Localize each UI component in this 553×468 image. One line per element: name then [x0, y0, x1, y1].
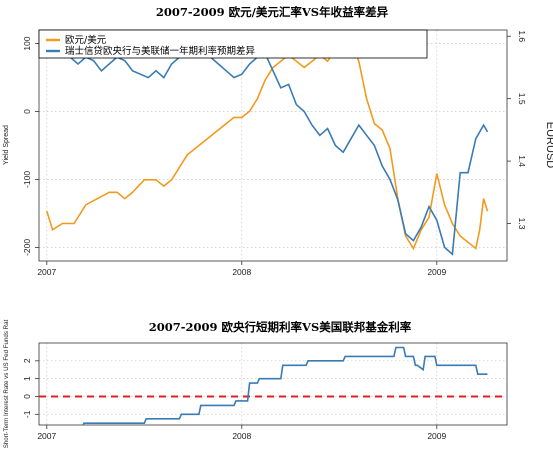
- x-tick-label: 2007: [37, 267, 56, 277]
- y-axis-bottom: -1 0 1 2: [22, 358, 39, 418]
- x-tick-label: 2009: [427, 431, 446, 441]
- x-tick-label: 2007: [37, 431, 56, 441]
- y-axis-left: -200 -100 0 100: [22, 36, 39, 256]
- x-axis-bottom: 2007 2008 2009: [37, 425, 447, 441]
- chart-grid-bottom: [39, 343, 507, 425]
- legend-label-eurusd: 欧元/美元: [65, 34, 107, 46]
- series-line-rate-diff: [82, 346, 488, 425]
- legend: 欧元/美元 瑞士信贷欧央行与美联储一年期利率预期差异: [38, 29, 428, 59]
- y-tick-label-left: -100: [22, 171, 32, 188]
- x-tick-label: 2008: [232, 267, 251, 277]
- chart-title-bottom: 2007-2009 欧央行短期利率VS美国联邦基金利率: [149, 320, 412, 334]
- series-line-spread: [46, 39, 489, 256]
- y-axis-right: 1.3 1.4 1.5 1.6: [507, 30, 527, 230]
- y-axis-label-left: Yield Spread: [3, 125, 10, 165]
- legend-box: [38, 29, 428, 59]
- y-axis-label-right: EURUSD: [544, 122, 553, 169]
- chart-title: 2007-2009 欧元/美元汇率VS年收益率差异: [156, 5, 389, 19]
- y-tick-label-left: -200: [22, 239, 32, 256]
- y-tick-label-right: 1.3: [517, 218, 527, 230]
- x-tick-label: 2008: [232, 431, 251, 441]
- series-line-eurusd: [46, 41, 489, 251]
- legend-label-spread: 瑞士信贷欧央行与美联储一年期利率预期差异: [65, 45, 256, 57]
- y-tick-label-left: 100: [22, 36, 32, 50]
- plot-frame-bottom: [38, 342, 508, 426]
- y-tick-label-left: 0: [22, 109, 32, 114]
- x-tick-label: 2009: [427, 267, 446, 277]
- y-tick-label: 1: [22, 376, 32, 381]
- y-tick-label-right: 1.6: [517, 30, 527, 42]
- y-tick-label: -1: [22, 410, 32, 418]
- y-tick-label-right: 1.5: [517, 93, 527, 105]
- y-tick-label-right: 1.4: [517, 155, 527, 167]
- y-axis-label-bottom: Short-Term Interest Rate vs US Fed Funds…: [3, 319, 10, 448]
- y-tick-label: 2: [22, 358, 32, 363]
- y-tick-label: 0: [22, 394, 32, 399]
- x-axis: 2007 2008 2009: [37, 261, 447, 277]
